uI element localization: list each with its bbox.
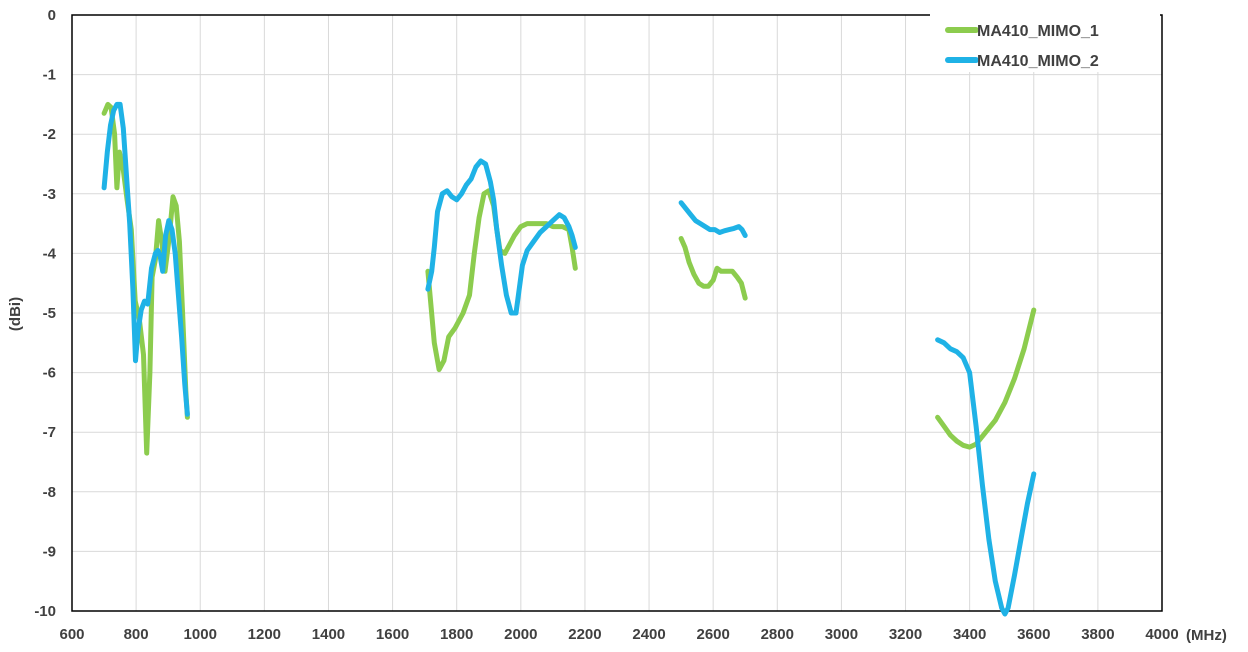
x-tick-label: 2000: [504, 626, 537, 643]
series-line-ma410-mimo-2-band-4: [935, 337, 1037, 617]
plot-area-border: [71, 14, 1163, 612]
legend-label-ma410-mimo-2: MA410_MIMO_2: [977, 53, 1099, 70]
series-lines: [101, 101, 1037, 617]
y-axis-label: (dBi): [7, 297, 24, 331]
x-tick-label: 2200: [568, 626, 601, 643]
y-tick-label: -6: [43, 365, 56, 382]
series-line-ma410-mimo-2-band-3: [678, 200, 748, 238]
x-tick-label: 3600: [1017, 626, 1050, 643]
series-line-ma410-mimo-1-band-1: [101, 101, 190, 456]
series-line-ma410-mimo-1-band-4: [935, 307, 1037, 450]
x-tick-label: 3400: [953, 626, 986, 643]
x-tick-label: 3200: [889, 626, 922, 643]
tick-labels: 600 800 1000 1200 1400 1600 1800 2000 2200 2400 26…: [34, 7, 1178, 643]
x-tick-label: 4000: [1145, 626, 1178, 643]
x-tick-label: 1200: [248, 626, 281, 643]
y-tick-label: -3: [43, 186, 56, 203]
y-tick-label: 0: [48, 7, 56, 24]
series-line-ma410-mimo-2-band-2: [425, 158, 578, 316]
y-tick-label: -9: [43, 543, 56, 560]
x-tick-label: 3000: [825, 626, 858, 643]
y-tick-label: -4: [43, 245, 57, 262]
legend: MA410_MIMO_1 MA410_MIMO_2: [930, 14, 1160, 72]
x-tick-label: 800: [124, 626, 149, 643]
x-tick-label: 1000: [184, 626, 217, 643]
x-tick-label: 600: [59, 626, 84, 643]
y-tick-label: -7: [43, 424, 56, 441]
series-line-ma410-mimo-1-band-3: [678, 236, 748, 301]
x-tick-label: 3800: [1081, 626, 1114, 643]
y-tick-label: -1: [43, 67, 56, 84]
legend-label-ma410-mimo-1: MA410_MIMO_1: [977, 23, 1099, 40]
y-tick-label: -5: [43, 305, 56, 322]
x-tick-label: 2400: [632, 626, 665, 643]
x-tick-label: 2600: [696, 626, 729, 643]
x-tick-label: 2800: [761, 626, 794, 643]
x-tick-label: 1800: [440, 626, 473, 643]
x-axis-label: (MHz): [1186, 627, 1227, 644]
y-tick-label: -10: [34, 603, 56, 620]
x-tick-label: 1400: [312, 626, 345, 643]
y-tick-label: -8: [43, 484, 56, 501]
series-line-ma410-mimo-2-band-1: [101, 101, 190, 417]
y-tick-label: -2: [43, 126, 56, 143]
grid: [71, 14, 1163, 612]
x-tick-label: 1600: [376, 626, 409, 643]
